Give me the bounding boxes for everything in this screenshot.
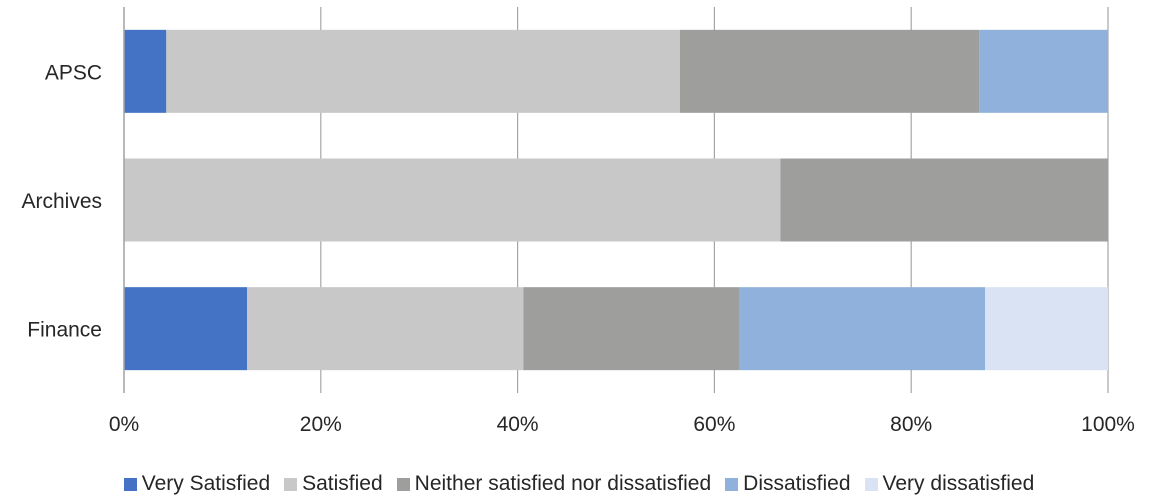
legend-swatch	[864, 477, 878, 491]
bar-segment	[166, 29, 680, 113]
legend-item: Dissatisfied	[725, 472, 851, 496]
legend-label: Very Satisfied	[141, 472, 271, 495]
bars	[124, 29, 1108, 371]
legend-label: Dissatisfied	[743, 472, 851, 495]
y-tick-label: Finance	[27, 319, 102, 342]
bar-segment	[780, 158, 1108, 242]
bar-segment	[985, 287, 1108, 371]
legend-item: Satisfied	[284, 472, 383, 496]
bar-segment	[124, 287, 247, 371]
x-tick-label: 60%	[693, 413, 735, 436]
x-tick-label: 20%	[300, 413, 342, 436]
legend-swatch	[284, 477, 298, 491]
legend-swatch	[396, 477, 410, 491]
legend-swatch	[123, 477, 137, 491]
bar-segment	[523, 287, 739, 371]
x-tick-label: 0%	[109, 413, 139, 436]
chart: APSC Archives Finance 0% 20% 40% 60% 80% 100%	[21, 7, 1135, 436]
y-tick-label: Archives	[21, 190, 102, 213]
bar-segment	[124, 158, 781, 242]
bar-segment	[247, 287, 524, 371]
bar-segment	[679, 29, 980, 113]
legend-item: Neither satisfied nor dissatisfied	[396, 472, 712, 496]
legend-item: Very Satisfied	[123, 472, 271, 496]
x-tick-label: 80%	[890, 413, 932, 436]
bar-segment	[124, 29, 167, 113]
legend: Very Satisfied Satisfied Neither satisfied…	[0, 469, 1158, 499]
legend-item: Very dissatisfied	[864, 472, 1035, 496]
bar-segment	[739, 287, 985, 371]
legend-swatch	[725, 477, 739, 491]
y-axis-labels: APSC Archives Finance	[21, 61, 102, 341]
legend-label: Satisfied	[302, 472, 383, 495]
legend-label: Neither satisfied nor dissatisfied	[414, 472, 712, 495]
y-tick-label: APSC	[45, 61, 102, 84]
bar-segment	[979, 29, 1108, 113]
x-tick-label: 100%	[1081, 413, 1135, 436]
legend-label: Very dissatisfied	[882, 472, 1035, 495]
x-axis-labels: 0% 20% 40% 60% 80% 100%	[109, 413, 1135, 436]
x-tick-label: 40%	[497, 413, 539, 436]
